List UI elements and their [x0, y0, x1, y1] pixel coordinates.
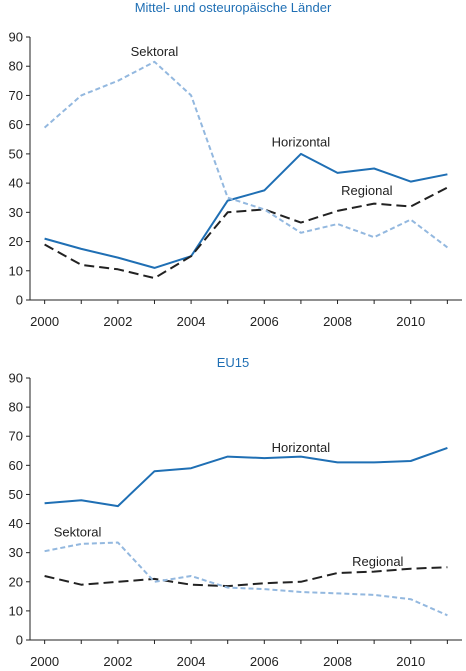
y-tick-label: 60 [9, 458, 23, 473]
y-tick-label: 60 [9, 117, 23, 132]
series-line-regional [44, 566, 448, 588]
x-tick-label: 2004 [177, 654, 206, 669]
y-tick-label: 40 [9, 516, 23, 531]
series-line-horizontal [44, 152, 448, 269]
series-line-regional [44, 186, 448, 280]
series-line-sektoral [44, 541, 448, 617]
y-tick-label: 10 [9, 603, 23, 618]
y-tick-label: 20 [9, 234, 23, 249]
series-label-horizontal: Horizontal [272, 135, 331, 150]
series-label-sektoral: Sektoral [54, 525, 102, 540]
y-tick-label: 80 [9, 400, 23, 415]
x-tick-label: 2010 [396, 654, 425, 669]
x-tick-label: 2008 [323, 654, 352, 669]
chart-title-mittel-osteuropa: Mittel- und osteuropäische Länder [134, 0, 332, 15]
y-tick-label: 30 [9, 545, 23, 560]
series-label-regional: Regional [352, 554, 403, 569]
y-tick-label: 70 [9, 88, 23, 103]
x-tick-label: 2000 [30, 314, 59, 329]
x-tick-label: 2006 [250, 654, 279, 669]
series-line-horizontal [44, 446, 448, 508]
series-line-sektoral [43, 60, 449, 249]
series-label-sektoral: Sektoral [131, 44, 179, 59]
y-tick-label: 90 [9, 30, 23, 45]
y-tick-label: 20 [9, 574, 23, 589]
y-tick-label: 70 [9, 429, 23, 444]
x-tick-label: 2002 [103, 314, 132, 329]
y-tick-label: 40 [9, 176, 23, 191]
y-tick-label: 50 [9, 487, 23, 502]
x-tick-label: 2000 [30, 654, 59, 669]
y-tick-label: 30 [9, 205, 23, 220]
chart-title-eu15: EU15 [216, 355, 250, 370]
y-tick-label: 0 [16, 293, 23, 308]
x-tick-label: 2010 [396, 314, 425, 329]
y-tick-label: 90 [9, 371, 23, 386]
series-label-regional: Regional [341, 183, 392, 198]
y-tick-label: 0 [16, 633, 23, 648]
x-tick-label: 2002 [103, 654, 132, 669]
x-tick-label: 2006 [250, 314, 279, 329]
x-tick-label: 2004 [177, 314, 206, 329]
x-tick-label: 2008 [323, 314, 352, 329]
y-tick-label: 10 [9, 263, 23, 278]
series-label-horizontal: Horizontal [272, 440, 331, 455]
y-tick-label: 50 [9, 146, 23, 161]
y-tick-label: 80 [9, 59, 23, 74]
